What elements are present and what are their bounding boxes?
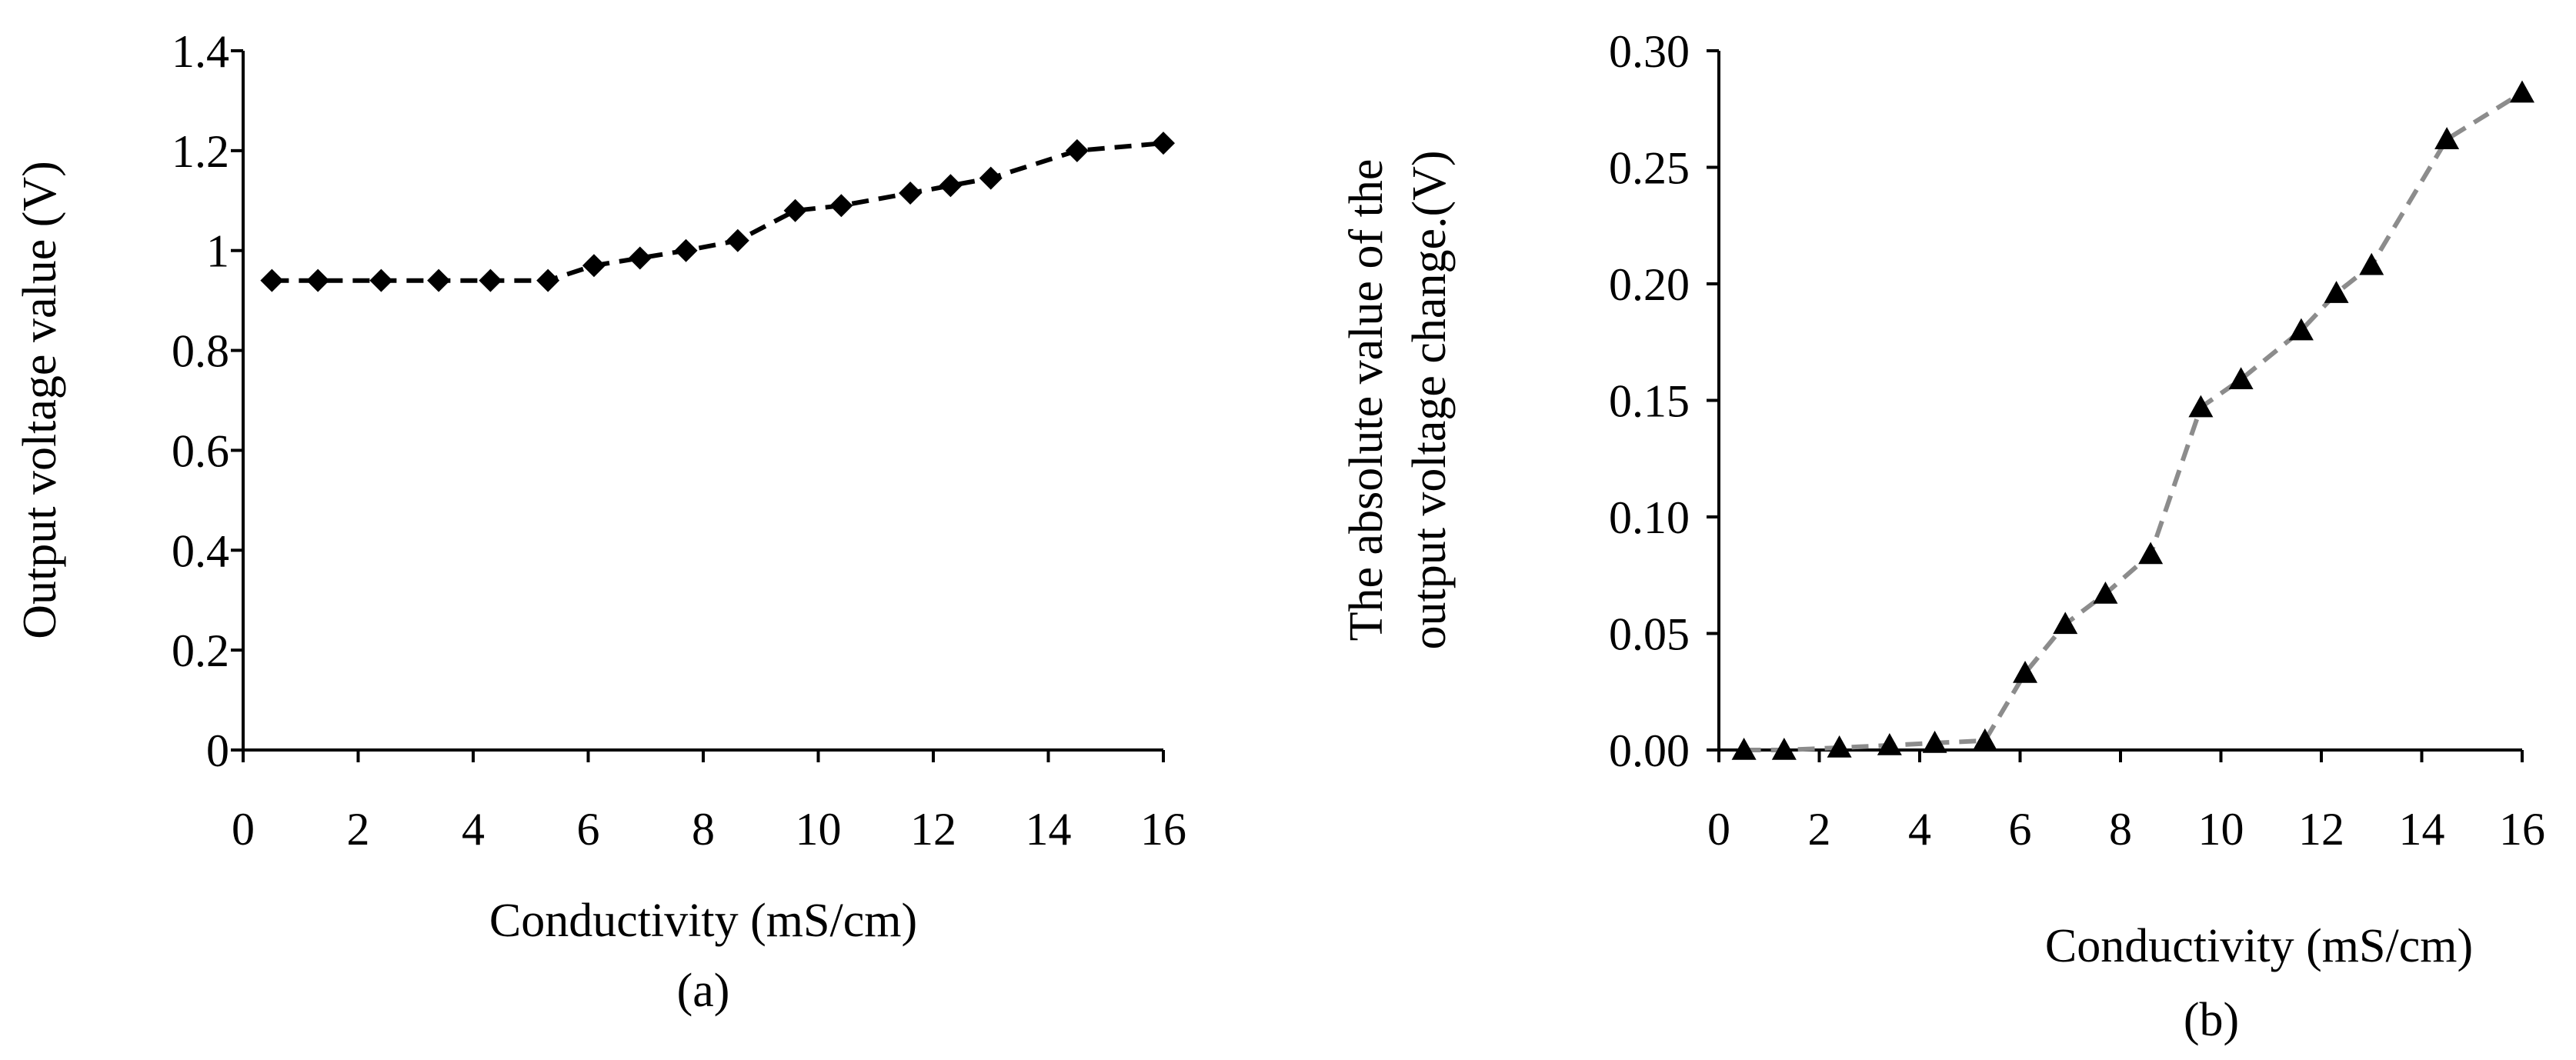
chart-a-data-point	[479, 268, 502, 292]
chart-b-y-axis-title-line-1: The absolute value of the	[1340, 159, 1393, 642]
chart-b-y-tick-label: 0.20	[1609, 259, 1690, 310]
chart-a-data-point	[306, 268, 330, 292]
chart-a-y-tick-label: 0	[206, 725, 229, 776]
chart-b-y-tick-label: 0.25	[1609, 143, 1690, 194]
chart-b-data-point	[2288, 318, 2314, 341]
chart-b-data-point	[2228, 367, 2254, 390]
chart-b-series	[1731, 80, 2534, 760]
chart-a-x-tick-label: 6	[577, 804, 600, 855]
chart-a-data-point	[536, 268, 560, 292]
chart-a-y-ticks: 0 0.2 0.4 0.6 0.8 1 1.2 1.4	[172, 26, 243, 776]
chart-a-x-tick-label: 10	[796, 804, 842, 855]
chart-b-data-point	[2138, 542, 2164, 565]
chart-a-x-ticks: 0 2 4 6 8 10 12 14 16	[232, 750, 1186, 855]
chart-a-data-point	[582, 254, 606, 278]
chart-a-data-point	[369, 268, 393, 292]
chart-b-data-point	[2324, 281, 2349, 303]
chart-a-data-point	[628, 246, 652, 270]
chart-b-y-ticks: 0.00 0.05 0.10 0.15 0.20 0.25 0.30	[1609, 26, 1719, 776]
chart-a-x-tick-label: 8	[692, 804, 715, 855]
chart-a-data-point	[260, 268, 284, 292]
chart-b-x-tick-label: 10	[2198, 804, 2244, 855]
chart-a-data-point	[899, 182, 923, 205]
chart-b-data-point	[2093, 581, 2118, 604]
chart-b-data-point	[1877, 732, 1902, 755]
chart-a-data-point	[829, 194, 853, 218]
chart-a-data-point	[427, 268, 451, 292]
chart-b-x-axis-title: Conductivity (mS/cm)	[2045, 920, 2473, 972]
chart-b-data-point	[2434, 127, 2460, 149]
chart-a-data-point	[979, 166, 1003, 190]
chart-a-y-tick-label: 0.2	[172, 625, 229, 676]
chart-b-y-tick-label: 0.00	[1609, 725, 1690, 776]
chart-a-data-point	[939, 174, 963, 198]
chart-a-data-point	[1065, 138, 1089, 162]
chart-a-x-tick-label: 14	[1026, 804, 1072, 855]
chart-a-x-tick-label: 12	[910, 804, 956, 855]
chart-b-y-tick-label: 0.10	[1609, 492, 1690, 543]
chart-a-panel-label: (a)	[677, 965, 730, 1017]
chart-a-y-tick-label: 1.2	[172, 126, 229, 177]
chart-b-y-tick-label: 0.30	[1609, 26, 1690, 77]
chart-a-x-axis-title: Conductivity (mS/cm)	[489, 895, 917, 947]
chart-b-x-tick-label: 4	[1908, 804, 1931, 855]
chart-b-x-tick-label: 2	[1808, 804, 1831, 855]
chart-b-data-point	[2053, 612, 2078, 635]
chart-a-x-tick-label: 4	[462, 804, 485, 855]
chart-b: 0 2 4 6 8 10 12 14 16 0.000.050.100.150.200.250.…	[1340, 26, 2545, 1046]
chart-b-y-tick-label: 0.15	[1609, 376, 1690, 427]
chart-a-series-line	[272, 141, 1164, 283]
chart-b-x-ticks: 0 2 4 6 8 10 12 14 16	[1707, 750, 2545, 855]
chart-b-data-point	[1731, 738, 1757, 760]
chart-b-x-tick-label: 12	[2298, 804, 2344, 855]
chart-a-y-tick-label: 1.4	[172, 26, 229, 77]
chart-b-data-point	[2188, 395, 2214, 418]
chart-a-x-tick-label: 16	[1140, 804, 1186, 855]
chart-b-x-tick-label: 14	[2399, 804, 2445, 855]
chart-b-data-point	[2359, 252, 2384, 275]
chart-b-y-axis-title-line-2: output voltage change.(V)	[1403, 150, 1456, 649]
chart-b-y-tick-label: 0.05	[1609, 609, 1690, 660]
chart-b-data-point	[2013, 661, 2038, 683]
chart-a-x-tick-label: 0	[232, 804, 255, 855]
chart-b-panel-label: (b)	[2184, 994, 2239, 1046]
chart-b-x-tick-label: 8	[2109, 804, 2132, 855]
chart-b-data-point	[2510, 80, 2534, 103]
chart-b-x-tick-label: 6	[2009, 804, 2032, 855]
chart-a-y-tick-label: 1	[206, 226, 229, 277]
chart-a-y-tick-label: 0.8	[172, 326, 229, 377]
chart-b-x-tick-label: 0	[1707, 804, 1730, 855]
chart-a-data-point	[726, 228, 749, 252]
chart-b-data-point	[1771, 738, 1797, 760]
chart-b-series-line	[1743, 90, 2524, 752]
chart-b-data-point	[1827, 735, 1852, 758]
chart-b-data-point	[1972, 728, 1997, 751]
chart-a-y-tick-label: 0.4	[172, 525, 229, 576]
chart-a: 0 2 4 6 8 10 12 14 16 0 0.2 0.4 0.6 0.8 1 1.2 1.4 Condu…	[14, 26, 1186, 1017]
chart-b-data-point	[1922, 730, 1947, 753]
chart-a-data-point	[1152, 132, 1175, 155]
chart-a-y-axis-title: Output voltage value (V)	[14, 161, 66, 639]
chart-a-data-point	[674, 238, 698, 262]
chart-a-data-point	[783, 198, 807, 222]
chart-a-y-tick-label: 0.6	[172, 425, 229, 476]
chart-b-x-tick-label: 16	[2499, 804, 2545, 855]
chart-a-series	[260, 132, 1175, 292]
chart-a-x-tick-label: 2	[347, 804, 370, 855]
